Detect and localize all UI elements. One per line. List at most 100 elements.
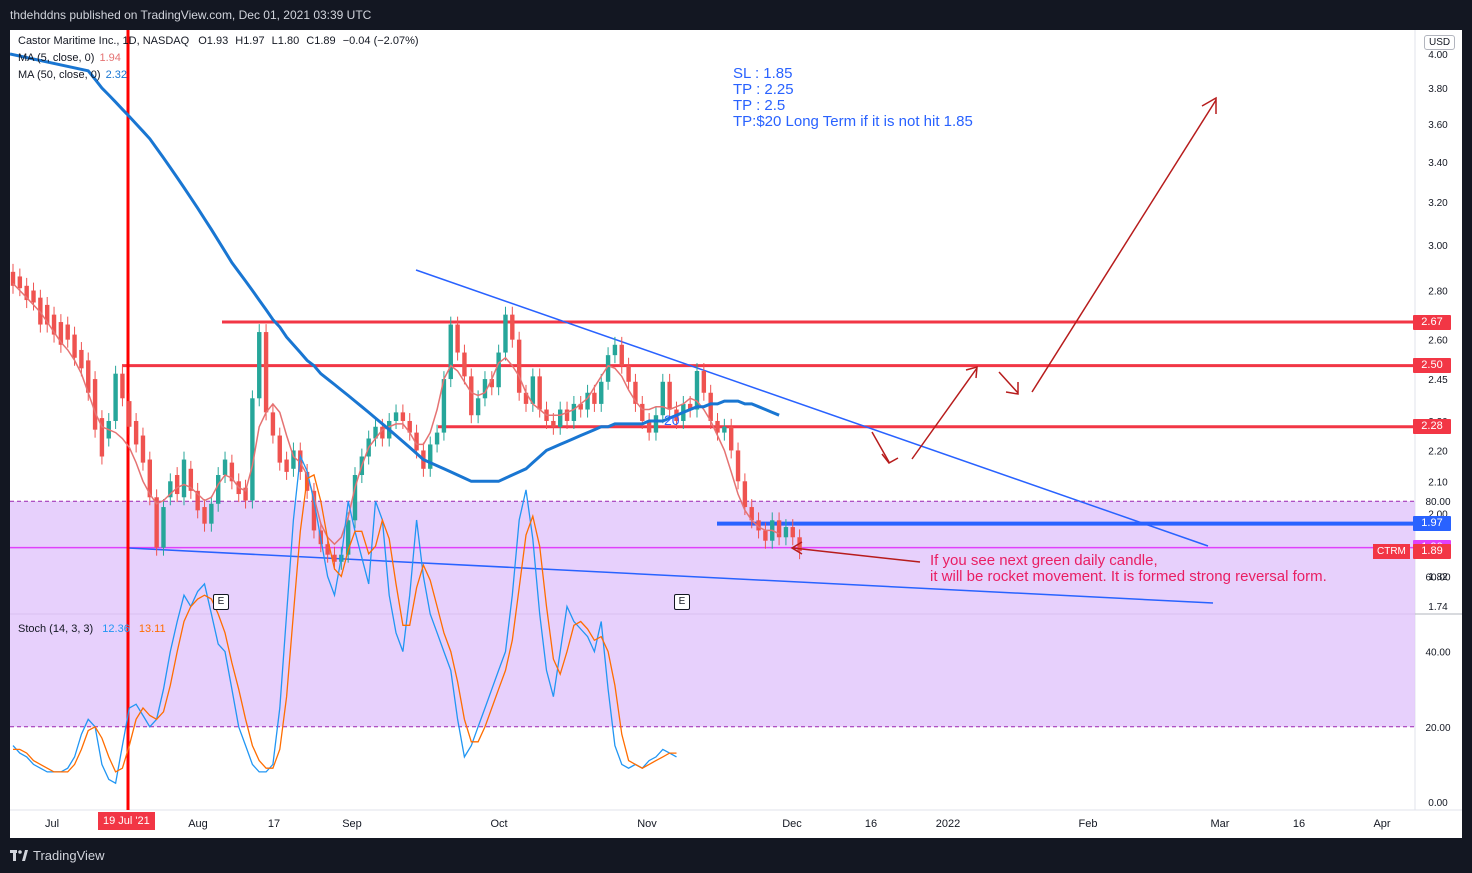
- candle-body: [578, 403, 583, 410]
- candle-body: [790, 527, 795, 538]
- y-tick-label-4: 3.20: [1428, 198, 1448, 209]
- candle-body: [715, 420, 720, 433]
- legend-symbol-row: Castor Maritime Inc., 1D, NASDAQ O1.93 H…: [18, 35, 419, 47]
- candle-body: [222, 459, 228, 476]
- candle-body: [229, 462, 235, 482]
- candle-body: [120, 373, 125, 399]
- candle-53: [373, 418, 378, 447]
- candle-body: [551, 420, 556, 427]
- arrow-up-1: [911, 367, 978, 460]
- candle-body: [612, 344, 618, 356]
- candle-body: [250, 398, 255, 501]
- y-tick-label-14: 1.82: [1428, 572, 1448, 583]
- candle-22: [161, 499, 166, 556]
- candle-body: [640, 403, 645, 421]
- candle-70: [489, 371, 494, 396]
- candle-63: [441, 371, 447, 441]
- candle-20: [147, 451, 152, 506]
- publisher-line: thdehddns published on TradingView.com, …: [10, 8, 372, 22]
- candle-71: [496, 344, 501, 396]
- candle-7: [58, 314, 64, 353]
- candle-body: [133, 420, 139, 445]
- candle-body: [325, 544, 330, 555]
- candle-66: [462, 344, 467, 385]
- ticker-tag: CTRM: [1373, 544, 1410, 559]
- annotation-tp2: TP : 2.5: [733, 97, 786, 114]
- candle-body: [475, 398, 481, 416]
- arrow-down-2-head: [1005, 382, 1019, 395]
- candle-body: [393, 412, 399, 421]
- candle-95: [660, 373, 665, 424]
- candle-28: [202, 499, 207, 532]
- candle-body: [79, 349, 84, 369]
- y-tick-label-5: 3.00: [1428, 241, 1448, 252]
- legend-ma5-label: MA (5, close, 0): [18, 52, 95, 64]
- x-tick-label-8: 2022: [936, 818, 960, 830]
- candle-body: [373, 426, 378, 439]
- arrow-up-long-head: [1201, 96, 1217, 114]
- candle-39: [277, 427, 282, 471]
- candle-body: [284, 459, 289, 472]
- arrow-pointer-head: [790, 541, 803, 555]
- candle-body: [496, 352, 501, 388]
- arrow-pointer: [792, 547, 921, 563]
- candle-62: [434, 424, 440, 453]
- ma50-line: [10, 52, 780, 483]
- candle-50: [352, 467, 358, 529]
- x-tick-label-6: Dec: [782, 818, 802, 830]
- y-tick-label-6: 2.80: [1428, 287, 1448, 298]
- candle-64: [448, 316, 453, 388]
- candle-body: [448, 324, 453, 380]
- candle-body: [434, 432, 440, 445]
- candle-8: [65, 316, 70, 348]
- annotation-note-line2: it will be rocket movement. It is formed…: [930, 568, 1327, 585]
- currency-button[interactable]: USD: [1424, 35, 1456, 50]
- candle-58: [407, 413, 412, 441]
- candle-81: [564, 401, 570, 429]
- tradingview-brand[interactable]: TradingView: [10, 848, 105, 863]
- annotation-sl: SL : 1.85: [733, 65, 793, 82]
- candle-26: [188, 460, 194, 499]
- candle-15: [113, 365, 118, 429]
- legend-stoch-d: 13.11: [138, 623, 166, 635]
- candle-25: [181, 451, 187, 506]
- y-tick-label-3: 3.40: [1428, 158, 1448, 169]
- legend-change: −0.04 (−2.07%): [342, 35, 419, 47]
- candle-body: [599, 381, 604, 404]
- candle-41: [291, 442, 296, 477]
- candle-body: [352, 475, 358, 521]
- candle-body: [332, 554, 337, 562]
- stoch-tick-label-3: 20.00: [1425, 723, 1450, 734]
- candle-91: [633, 373, 638, 412]
- candle-37: [263, 324, 269, 421]
- chart-svg[interactable]: 4.003.803.603.403.203.002.802.602.452.30…: [10, 30, 1462, 838]
- candle-96: [667, 373, 672, 418]
- candle-body: [127, 401, 132, 427]
- candle-body: [216, 475, 221, 504]
- publisher-bar: thdehddns published on TradingView.com, …: [0, 0, 1472, 30]
- candle-105: [729, 418, 734, 459]
- candle-body: [113, 373, 118, 421]
- earnings-mark-aug[interactable]: E: [213, 594, 229, 610]
- candle-82: [571, 395, 577, 429]
- x-tick-label-4: Oct: [490, 818, 507, 830]
- candle-86: [599, 373, 604, 412]
- candle-36: [257, 324, 262, 407]
- candle-body: [140, 435, 146, 463]
- candle-body: [687, 403, 693, 410]
- legend-stoch-k: 12.36: [102, 623, 130, 635]
- x-tick-label-3: Sep: [342, 818, 362, 830]
- price-tag-228: 2.28: [1413, 419, 1451, 435]
- candle-body: [291, 450, 296, 469]
- chart-panel[interactable]: 4.003.803.603.403.203.002.802.602.452.30…: [10, 30, 1462, 838]
- candle-88: [612, 336, 618, 364]
- annotation-tp-long: TP:$20 Long Term if it is not hit 1.85: [733, 113, 973, 130]
- candle-body: [99, 418, 105, 457]
- candle-21: [154, 489, 159, 556]
- highlight-date-tag: 19 Jul '21: [98, 812, 155, 830]
- wedge-upper-trendline: [415, 269, 1209, 547]
- y-tick-label-0: 4.00: [1428, 50, 1448, 61]
- earnings-mark-nov[interactable]: E: [674, 594, 690, 610]
- candle-body: [660, 381, 665, 416]
- candle-body: [147, 459, 152, 498]
